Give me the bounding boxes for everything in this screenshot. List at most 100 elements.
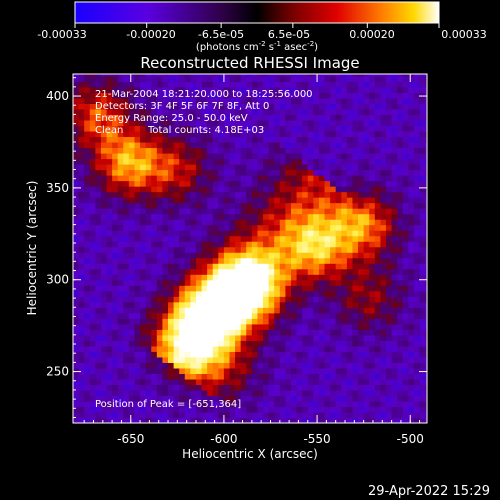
heatmap-cell (134, 202, 141, 209)
heatmap-cell (352, 86, 359, 93)
heatmap-cell (168, 340, 175, 347)
heatmap-cell (246, 389, 253, 397)
heatmap-cell (425, 417, 427, 423)
heatmap-cell (89, 119, 96, 127)
heatmap-cell (89, 417, 96, 423)
heatmap-cell (279, 290, 286, 297)
heatmap-cell (246, 136, 253, 143)
heatmap-cell (358, 246, 365, 253)
heatmap-cell (318, 362, 326, 369)
heatmap-cell (257, 323, 264, 330)
heatmap-cell (195, 411, 203, 419)
heatmap-cell (235, 323, 242, 330)
heatmap-cell (330, 213, 337, 220)
heatmap-cell (84, 307, 91, 314)
heatmap-cell (229, 356, 236, 363)
heatmap-cell (201, 296, 208, 303)
heatmap-cell (330, 158, 337, 165)
heatmap-cell (313, 362, 320, 369)
heatmap-cell (413, 323, 421, 330)
heatmap-cell (346, 351, 354, 358)
heatmap-cell (190, 119, 197, 127)
heatmap-cell (179, 130, 186, 138)
heatmap-cell (263, 312, 270, 319)
heatmap-cell (156, 340, 164, 347)
heatmap-cell (201, 202, 208, 209)
heatmap-cell (162, 219, 169, 226)
heatmap-cell (235, 108, 242, 116)
heatmap-cell (402, 241, 409, 248)
heatmap-cell (386, 367, 393, 374)
heatmap-cell (117, 406, 124, 413)
heatmap-cell (173, 351, 180, 358)
heatmap-cell (207, 103, 214, 110)
heatmap-cell (318, 406, 326, 413)
heatmap-cell (318, 197, 326, 204)
heatmap-cell (397, 219, 404, 226)
heatmap-cell (290, 75, 298, 82)
heatmap-cell (285, 367, 292, 374)
heatmap-cell (89, 97, 96, 104)
heatmap-cell (413, 246, 421, 253)
heatmap-cell (386, 164, 393, 171)
heatmap-cell (207, 169, 214, 176)
heatmap-cell (190, 373, 197, 380)
heatmap-cell (335, 74, 342, 77)
heatmap-cell (318, 340, 326, 347)
heatmap-cell (162, 136, 169, 143)
y-tick-label: 350 (46, 181, 69, 195)
heatmap-cell (106, 323, 113, 330)
heatmap-cell (402, 86, 409, 93)
heatmap-cell (140, 164, 147, 171)
heatmap-cell (84, 175, 91, 182)
heatmap-area (73, 74, 427, 423)
heatmap-cell (290, 274, 298, 281)
heatmap-cell (140, 307, 147, 314)
heatmap-cell (408, 400, 415, 408)
heatmap-cell (140, 125, 147, 132)
heatmap-cell (257, 175, 264, 182)
heatmap-cell (162, 318, 169, 325)
heatmap-cell (134, 340, 141, 347)
heatmap-cell (134, 158, 141, 165)
heatmap-cell (263, 417, 270, 423)
heatmap-cell (201, 136, 208, 143)
heatmap-cell (341, 400, 348, 408)
heatmap-cell (201, 152, 208, 160)
heatmap-cell (279, 74, 286, 77)
heatmap-cell (307, 400, 314, 408)
heatmap-cell (391, 312, 398, 319)
heatmap-cell (145, 235, 152, 242)
heatmap-cell (279, 323, 286, 330)
heatmap-cell (290, 367, 298, 374)
heatmap-cell (268, 329, 275, 336)
heatmap-cell (268, 367, 275, 374)
heatmap-cell (330, 92, 337, 99)
heatmap-cell (145, 307, 152, 314)
heatmap-cell (380, 334, 387, 341)
heatmap-cell (218, 279, 225, 286)
heatmap-cell (346, 125, 354, 132)
heatmap-cell (123, 180, 130, 187)
heatmap-cell (145, 208, 152, 215)
heatmap-cell (151, 175, 158, 182)
heatmap-cell (268, 108, 275, 116)
heatmap-cell (229, 208, 236, 215)
heatmap-cell (419, 125, 426, 132)
heatmap-cell (246, 97, 253, 104)
heatmap-cell (263, 389, 270, 397)
heatmap-cell (290, 356, 298, 363)
heatmap-cell (263, 119, 270, 127)
heatmap-cell (134, 285, 141, 292)
heatmap-cell (89, 130, 96, 138)
heatmap-cell (397, 351, 404, 358)
heatmap-cell (184, 307, 191, 314)
heatmap-cell (145, 141, 152, 149)
heatmap-cell (89, 103, 96, 110)
heatmap-cell (413, 86, 421, 93)
heatmap-cell (369, 367, 376, 374)
heatmap-cell (145, 312, 152, 319)
heatmap-cell (117, 119, 124, 127)
heatmap-cell (173, 230, 180, 237)
x-tick-label: -600 (210, 432, 237, 446)
